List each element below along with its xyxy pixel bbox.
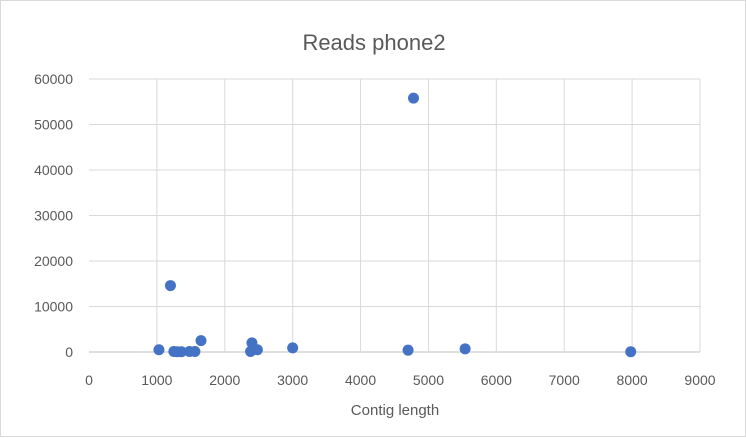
data-point [402,344,414,356]
data-point [625,346,637,358]
x-axis-title: Contig length [351,402,439,419]
data-point [287,342,299,354]
x-tick-label: 1000 [141,372,172,388]
data-point [251,344,263,356]
y-tick-label: 50000 [34,117,73,133]
grid [89,78,701,353]
x-tick-label: 8000 [617,372,648,388]
x-tick-label: 9000 [684,372,715,388]
data-points [153,92,637,358]
y-tick-label: 30000 [34,208,73,224]
x-tick-label: 4000 [345,372,376,388]
x-tick-label: 3000 [277,372,308,388]
x-tick-label: 2000 [209,372,240,388]
y-tick-label: 0 [65,344,73,360]
data-point [164,280,176,292]
x-tick-label: 6000 [481,372,512,388]
tick-labels: 0 10000 20000 30000 40000 50000 60000 0 1000 2000… [34,71,716,388]
y-tick-label: 40000 [34,162,73,178]
x-tick-label: 0 [85,372,93,388]
data-point [459,343,471,355]
chart-title: Reads phone2 [302,30,445,55]
data-point [175,346,187,358]
x-tick-label: 7000 [549,372,580,388]
data-point [153,344,165,356]
y-tick-label: 60000 [34,71,73,87]
y-tick-label: 10000 [34,299,73,315]
data-point [195,335,207,347]
data-point [189,346,201,358]
x-tick-label: 5000 [413,372,444,388]
data-point [408,92,420,104]
y-tick-label: 20000 [34,253,73,269]
